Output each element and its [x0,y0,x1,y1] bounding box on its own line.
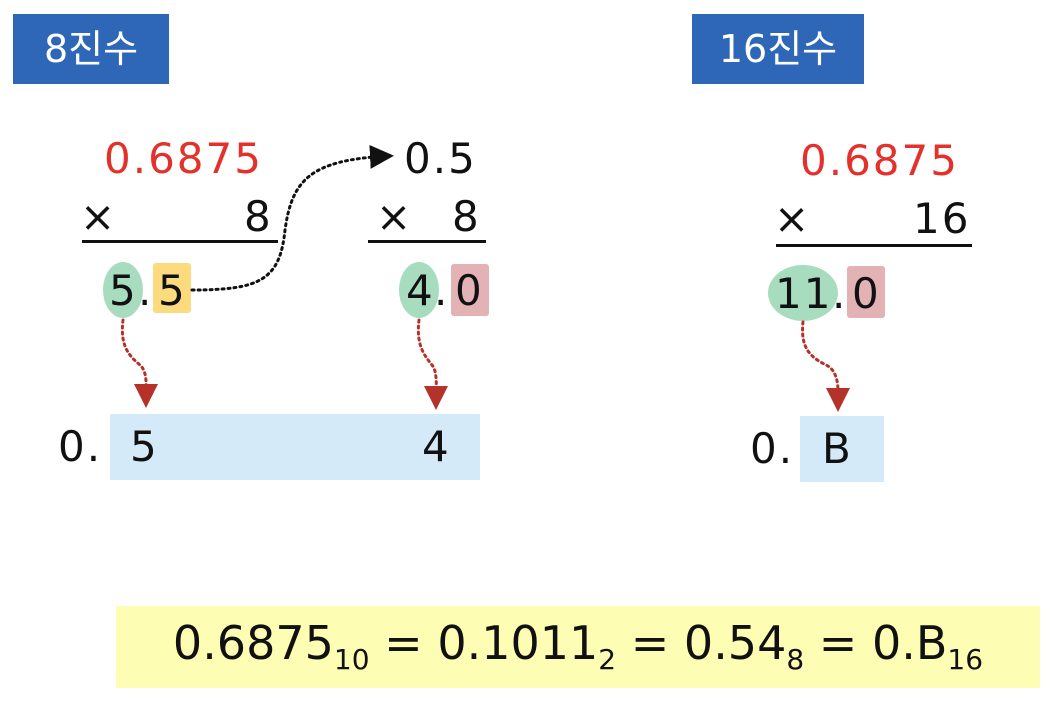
octal-step2-dot: . [434,266,450,315]
octal-step1-int-digit: 5 [109,266,138,315]
octal-result-digit1: 5 [130,422,159,471]
octal-title-text: 8진수 [43,27,139,71]
hex-step1-int-digit: 11 [775,269,833,318]
octal-step1-rule [82,240,278,243]
carry-arrow [190,144,394,292]
octal-step1-frac-highlight [153,263,191,313]
octal-step2-rule [368,240,486,243]
hex-title: 16진수 [692,14,864,84]
octal-step2-int-highlight [399,262,439,318]
conversion-formula-box: 0.687510 = 0.10112 = 0.548 = 0.B16 [116,606,1040,688]
hex-step1-int-highlight [768,265,838,321]
octal-title: 8진수 [13,14,169,84]
octal-step2-multiplier: 8 [452,192,481,241]
hex-result-box [800,416,884,482]
octal-step1-frac-digit: 5 [158,266,187,315]
hex-step1-frac-highlight [847,266,885,318]
octal-step2-multiplicand: 0.5 [404,134,477,183]
formula-octal-base: 8 [786,643,805,676]
formula-binary-value: 0.1011 [437,616,599,670]
octal-step1-multiplier: 8 [244,192,273,241]
octal-result-box [110,414,480,480]
hex-title-text: 16진수 [718,27,838,71]
hex-result-digit1: B [822,424,853,473]
formula-binary-base: 2 [598,643,617,676]
octal-step1-multiplicand: 0.6875 [104,134,263,183]
octal-step2-frac-highlight [451,264,489,316]
conversion-formula: 0.687510 = 0.10112 = 0.548 = 0.B16 [173,620,983,674]
formula-octal-value: 0.54 [683,616,787,670]
formula-hex-base: 16 [947,643,984,676]
octal-step2-times-sign: × [376,192,414,241]
formula-equals-3: = [804,616,872,670]
octal-result-digit2: 4 [422,422,451,471]
formula-decimal-base: 10 [333,643,370,676]
formula-decimal-value: 0.6875 [172,616,334,670]
octal-step1-int-highlight [103,262,143,318]
hex-step1-times-sign: × [774,194,812,243]
formula-equals-1: = [369,616,438,670]
octal-step2-frac-digit: 0 [455,266,484,315]
octal-digit1-arrow [120,318,159,408]
formula-hex-value: 0.B [871,616,948,670]
hex-result-prefix: 0. [750,424,795,473]
hex-step1-frac-digit: 0 [852,269,881,318]
octal-digit2-arrow [416,318,449,410]
hex-step1-rule [776,244,972,247]
hex-step1-dot: . [832,269,848,318]
formula-equals-2: = [616,616,684,670]
hex-digit1-arrow [801,320,851,412]
hex-step1-multiplier: 16 [913,194,971,243]
octal-step1-dot: . [138,266,154,315]
octal-step2-int-digit: 4 [406,266,435,315]
octal-step1-times-sign: × [80,192,118,241]
hex-step1-multiplicand: 0.6875 [800,136,959,185]
octal-result-prefix: 0. [58,422,103,471]
